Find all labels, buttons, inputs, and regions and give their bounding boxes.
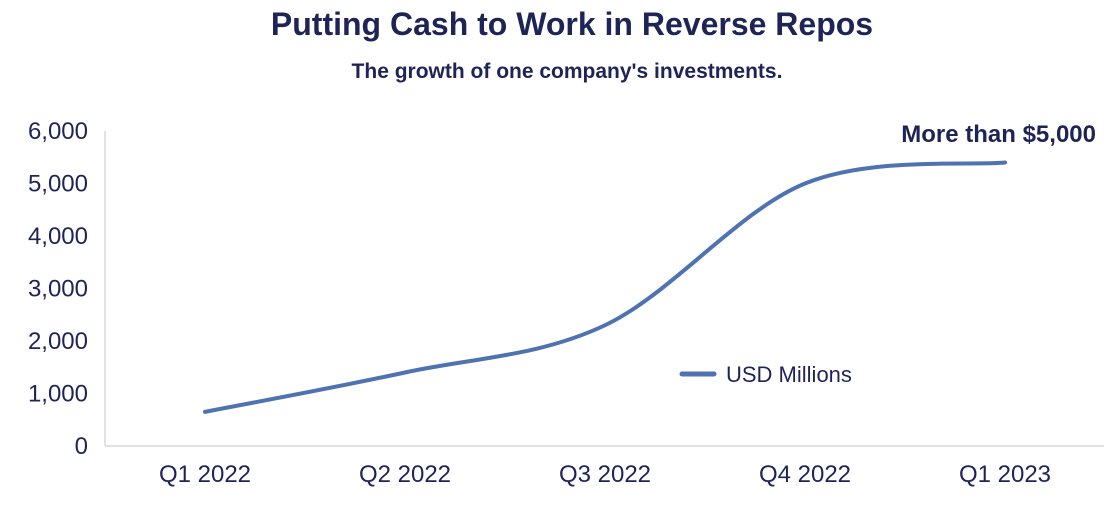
y-tick-label: 6,000 — [28, 118, 88, 145]
y-tick-label: 5,000 — [28, 171, 88, 198]
x-tick-label: Q4 2022 — [759, 461, 851, 488]
y-tick-label: 4,000 — [28, 223, 88, 250]
series-lines — [203, 160, 1007, 414]
chart-axes — [104, 131, 1104, 447]
x-tick-label: Q3 2022 — [559, 461, 651, 488]
y-tick-label: 0 — [75, 433, 88, 460]
chart-title: Putting Cash to Work in Reverse Repos — [270, 6, 874, 42]
annotation-label: More than $5,000 — [901, 121, 1096, 148]
y-tick-label: 3,000 — [28, 276, 88, 303]
chart-subtitle: The growth of one company's investments. — [351, 60, 783, 83]
x-axis-ticks: Q1 2022 Q2 2022 Q3 2022 Q4 2022 Q1 2023 — [159, 461, 1051, 488]
x-tick-label: Q1 2022 — [159, 461, 251, 488]
legend-label: USD Millions — [726, 362, 852, 387]
series-line — [203, 160, 1007, 414]
y-tick-label: 2,000 — [28, 328, 88, 355]
x-tick-label: Q1 2023 — [959, 461, 1051, 488]
legend: USD Millions — [679, 362, 852, 387]
y-tick-label: 1,000 — [28, 381, 88, 408]
y-axis-ticks: 0 1,000 2,000 3,000 4,000 5,000 6,000 — [28, 118, 88, 460]
x-tick-label: Q2 2022 — [359, 461, 451, 488]
